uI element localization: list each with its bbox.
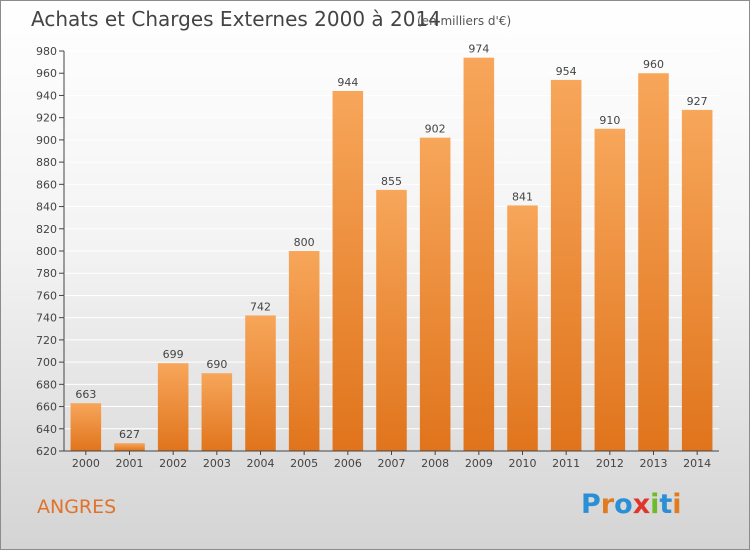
y-tick-label: 780 [36, 267, 57, 280]
bar-value-label: 800 [294, 236, 315, 249]
x-tick-label: 2006 [334, 457, 362, 470]
bar-value-label: 690 [206, 358, 227, 371]
x-tick-label: 2002 [159, 457, 187, 470]
y-tick-label: 980 [36, 45, 57, 58]
proxiti-logo: Proxiti [581, 489, 682, 520]
bar-value-label: 742 [250, 300, 271, 313]
x-tick-label: 2005 [290, 457, 318, 470]
logo-letter: x [632, 489, 651, 520]
logo-letter: t [659, 489, 673, 520]
y-tick-label: 760 [36, 289, 57, 302]
chart-subtitle: (en milliers d'€) [417, 14, 512, 28]
bar-2009 [463, 57, 495, 452]
bar-2002 [157, 363, 189, 451]
bar-value-label: 910 [599, 114, 620, 127]
y-tick-label: 680 [36, 378, 57, 391]
axis-layer: 620 640 660 680 700 720 740 760 780 800 820 840 860 8… [36, 45, 719, 470]
bar-2004 [245, 315, 276, 451]
logo-letter: i [650, 489, 660, 520]
x-tick-label: 2011 [552, 457, 580, 470]
bar-value-label: 954 [556, 65, 577, 78]
bar-value-label: 902 [425, 123, 446, 136]
y-tick-label: 960 [36, 67, 57, 80]
y-tick-label: 880 [36, 156, 57, 169]
bar-2001 [114, 443, 145, 451]
x-tick-label: 2000 [72, 457, 100, 470]
bar-layer: 663 627 699 690 742 800 944 855 902 974 841 954 910 9… [70, 43, 713, 452]
bar-value-label: 855 [381, 175, 402, 188]
city-label: ANGRES [37, 496, 117, 518]
y-tick-label: 840 [36, 201, 57, 214]
y-tick-label: 700 [36, 356, 57, 369]
logo-letter: P [581, 489, 601, 520]
logo-letter: i [672, 489, 682, 520]
bar-value-label: 960 [643, 58, 664, 71]
bar-2005 [288, 251, 320, 451]
logo-letter: r [600, 489, 615, 520]
y-tick-label: 820 [36, 223, 57, 236]
x-tick-label: 2007 [378, 457, 406, 470]
bar-2000 [70, 403, 102, 451]
bar-value-label: 841 [512, 190, 533, 203]
x-tick-label: 2010 [509, 457, 537, 470]
bar-2010 [507, 205, 538, 451]
bar-2003 [201, 373, 233, 451]
bar-2007 [376, 189, 407, 451]
bar-value-label: 974 [468, 43, 489, 56]
y-tick-label: 940 [36, 89, 57, 102]
x-tick-label: 2014 [683, 457, 711, 470]
x-tick-label: 2012 [596, 457, 624, 470]
y-tick-label: 640 [36, 423, 57, 436]
y-tick-label: 860 [36, 178, 57, 191]
y-tick-label: 660 [36, 401, 57, 414]
x-tick-label: 2001 [116, 457, 144, 470]
x-tick-label: 2004 [247, 457, 275, 470]
y-tick-label: 620 [36, 445, 57, 458]
y-tick-label: 900 [36, 134, 57, 147]
bar-2014 [681, 109, 713, 451]
bar-2012 [594, 128, 626, 451]
bar-value-label: 627 [119, 428, 140, 441]
bar-value-label: 944 [337, 76, 358, 89]
y-tick-label: 920 [36, 112, 57, 125]
x-tick-label: 2009 [465, 457, 493, 470]
bar-value-label: 699 [163, 348, 184, 361]
logo-letter: o [614, 489, 633, 520]
y-tick-label: 800 [36, 245, 57, 258]
bar-value-label: 663 [75, 388, 96, 401]
bar-2008 [419, 137, 451, 451]
x-tick-label: 2008 [421, 457, 449, 470]
bar-2013 [638, 73, 669, 451]
x-tick-label: 2013 [640, 457, 668, 470]
y-tick-label: 720 [36, 334, 57, 347]
y-tick-label: 740 [36, 312, 57, 325]
bar-value-label: 927 [687, 95, 708, 108]
x-tick-label: 2003 [203, 457, 231, 470]
chart-title: Achats et Charges Externes 2000 à 2014 [31, 7, 441, 31]
bar-2011 [550, 79, 582, 451]
bar-2006 [332, 91, 364, 451]
